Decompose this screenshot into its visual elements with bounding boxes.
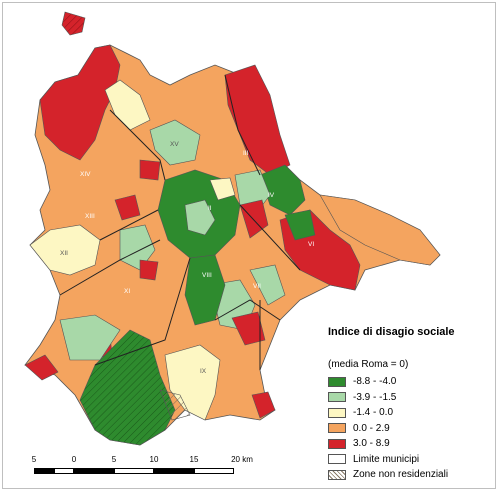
- scale-tick: 0: [71, 455, 77, 464]
- label-iv: IV: [268, 192, 275, 199]
- label-xiv: XIV: [80, 171, 91, 178]
- legend-swatch: [328, 423, 346, 434]
- zone-lightgreen-w: [119, 224, 156, 271]
- zone-green-e2: [284, 209, 316, 241]
- label-ii: II: [208, 205, 212, 212]
- label-xi: XI: [124, 288, 130, 295]
- legend-swatch: [328, 438, 346, 449]
- zone-iv: [259, 164, 306, 216]
- zone-red-ne2: [139, 159, 161, 181]
- legend-row-3: -1.4 - 0.0: [328, 405, 498, 421]
- island-north: [61, 11, 86, 36]
- legend-subtitle: (media Roma = 0): [328, 359, 409, 370]
- legend-row-4: 0.0 - 2.9: [328, 421, 498, 437]
- legend-swatch: [328, 392, 346, 403]
- zone-red-s2: [251, 391, 276, 419]
- label-vi: VI: [308, 241, 314, 248]
- boundary-swatch: [328, 454, 346, 465]
- zone-red-w: [139, 259, 159, 281]
- zone-ix-hatch: [159, 389, 191, 421]
- legend-label: -3.9 - -1.5: [353, 391, 397, 403]
- legend-row-boundary: Limite municipi: [328, 452, 498, 468]
- municipi-labels: II III IV VI VII VIII IX XI XII XIII XIV…: [60, 141, 314, 375]
- zone-red-sw: [24, 354, 59, 381]
- scale-segments: [34, 468, 234, 474]
- legend-row-1: -8.8 - -4.0: [328, 374, 498, 390]
- label-ix: IX: [200, 368, 207, 375]
- zone-yellow-e: [319, 194, 441, 266]
- legend-label: -1.4 - 0.0: [353, 407, 394, 419]
- legend-row-nonres: Zone non residenziali: [328, 467, 498, 483]
- scale-tick: 20 km: [231, 455, 253, 464]
- zone-centre-light: [184, 199, 216, 236]
- legend-label: 3.0 - 8.9: [353, 438, 390, 450]
- zone-red-se: [231, 311, 266, 346]
- legend-swatch: [328, 407, 346, 418]
- label-xv: XV: [170, 141, 179, 148]
- legend-nonres-label: Zone non residenziali: [353, 469, 449, 481]
- legend-row-2: -3.9 - -1.5: [328, 390, 498, 406]
- zone-sw-light: [59, 314, 121, 361]
- scale-labels: 5 0 5 10 15 20 km: [30, 455, 270, 467]
- label-vii: VII: [253, 283, 261, 290]
- legend-list: -8.8 - -4.0 -3.9 - -1.5 -1.4 - 0.0 0.0 -…: [328, 374, 498, 483]
- legend-label: -8.8 - -4.0: [353, 376, 397, 388]
- zone-lightgreen-n: [149, 119, 201, 166]
- scale-tick: 5: [31, 455, 37, 464]
- legend-swatch: [328, 376, 346, 387]
- scale-bar: 5 0 5 10 15 20 km: [30, 455, 270, 485]
- map-frame: [2, 2, 496, 489]
- legend-title: Indice di disagio sociale: [328, 326, 455, 338]
- zone-red-xiii: [114, 194, 141, 221]
- legend-label: 0.0 - 2.9: [353, 422, 390, 434]
- scale-tick: 15: [189, 455, 199, 464]
- zone-red-c1: [239, 199, 269, 239]
- scale-tick: 5: [111, 455, 117, 464]
- legend: Indice di disagio sociale (media Roma = …: [328, 326, 498, 483]
- municipi-boundaries: [59, 74, 301, 370]
- legend-row-5: 3.0 - 8.9: [328, 436, 498, 452]
- zone-sw-green: [79, 329, 176, 446]
- legend-boundary-label: Limite municipi: [353, 453, 420, 465]
- zone-centre-yellow: [209, 177, 236, 201]
- zone-xii: [29, 224, 101, 276]
- scale-tick: 10: [149, 455, 159, 464]
- label-xiii: XIII: [85, 213, 95, 220]
- label-xii: XII: [60, 250, 68, 257]
- zone-vii: [249, 264, 286, 306]
- label-iii: III: [243, 150, 249, 157]
- hatch-swatch: [328, 469, 346, 480]
- label-viii: VIII: [202, 272, 212, 279]
